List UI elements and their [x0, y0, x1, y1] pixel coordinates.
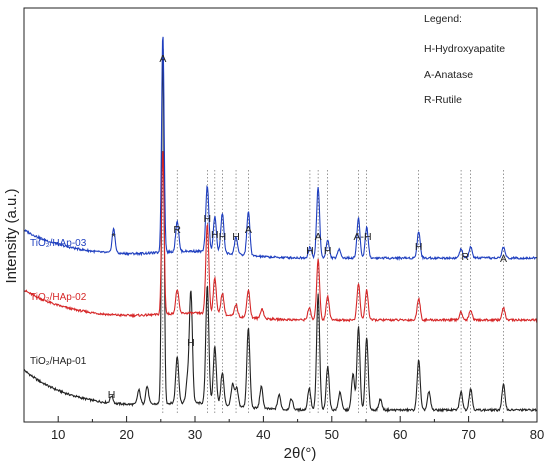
legend-title: Legend:: [424, 13, 462, 25]
peak-label: *: [112, 231, 116, 243]
peak-label: R: [173, 224, 181, 236]
series-group: TiO₂/HAp-01 TiO₂/HAp-02 TiO₂/HAp-03: [23, 36, 538, 414]
peak-label: H: [211, 229, 219, 241]
peak-label: H: [324, 245, 332, 257]
peak-label: H: [232, 231, 240, 243]
series-label-1: TiO₂/HAp-01: [30, 356, 87, 367]
series-label-2: TiO₂/HAp-02: [30, 292, 87, 303]
legend-entry-anatase: A-Anatase: [424, 69, 473, 81]
peak-label: H: [306, 245, 314, 257]
x-tick-label: 70: [461, 427, 475, 442]
peak-label: A: [159, 53, 166, 65]
y-axis-title: Intensity (a.u.): [3, 188, 20, 283]
x-tick-label: 50: [325, 427, 339, 442]
x-tick-label: 40: [256, 427, 270, 442]
peak-label: A: [315, 231, 322, 243]
x-tick-label: 60: [393, 427, 407, 442]
x-tick-label: 30: [188, 427, 202, 442]
x-tick-label: 80: [530, 427, 544, 442]
peak-label: A-H: [354, 231, 372, 243]
legend: Legend: H-Hydroxyapatite A-Anatase R-Rut…: [424, 13, 505, 106]
legend-entry-rutile: R-Rutile: [424, 94, 462, 106]
x-axis-title: 2θ(°): [284, 445, 317, 462]
peak-label: H: [108, 389, 116, 401]
plot-frame: [23, 7, 538, 423]
series-line-3: [24, 36, 538, 261]
series-label-3: TiO₂/HAp-03: [30, 238, 87, 249]
peak-label: H: [204, 213, 212, 225]
series-line-1: [23, 48, 538, 414]
peak-label: H: [187, 337, 195, 349]
peak-label: H: [219, 231, 227, 243]
peak-label: A: [500, 253, 507, 265]
series-line-2: [23, 151, 538, 323]
peak-label: R: [461, 251, 469, 263]
peak-label: H: [415, 241, 423, 253]
x-tick-label: 10: [51, 427, 65, 442]
reference-lines: [162, 170, 504, 415]
legend-entry-hydroxyapatite: H-Hydroxyapatite: [424, 43, 505, 55]
axes: 10 20 30 40 50 60 70 80: [23, 7, 544, 442]
x-tick-label: 20: [119, 427, 133, 442]
peak-label: A: [245, 224, 252, 236]
